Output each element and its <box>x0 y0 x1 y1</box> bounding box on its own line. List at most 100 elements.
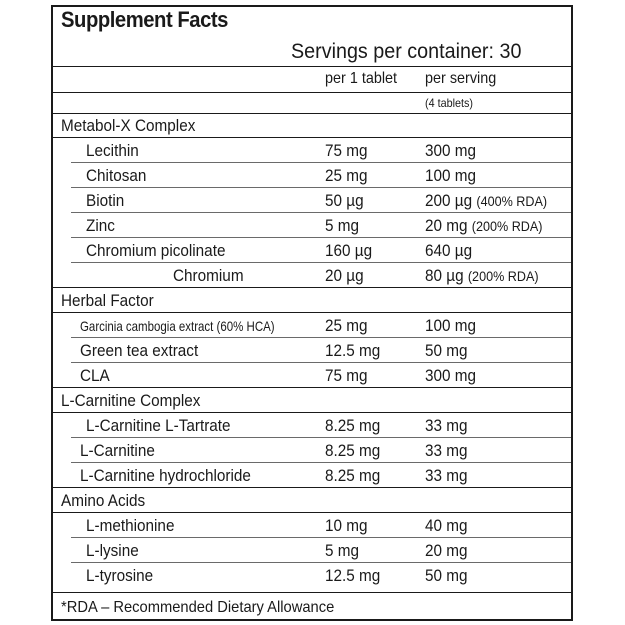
group-name: Metabol-X Complex <box>61 116 196 135</box>
amount-per-serving-cell: 40 mg <box>425 516 468 536</box>
row-divider <box>71 562 571 563</box>
divider <box>53 66 571 67</box>
nutrient-row: Biotin 50 µg 200 µg (400% RDA) <box>53 189 571 213</box>
amount-per-tablet: 75 mg <box>325 366 368 385</box>
nutrient-name: Garcinia cambogia extract (60% HCA) <box>80 318 275 334</box>
amount-per-serving-cell: 33 mg <box>425 441 468 461</box>
amount-per-serving: 33 mg <box>425 466 468 485</box>
nutrient-name: L-tyrosine <box>86 566 154 585</box>
nutrient-name: Green tea extract <box>80 341 199 360</box>
nutrient-row: Chromium picolinate 160 µg 640 µg <box>53 239 571 263</box>
rda-percent: (200% RDA) <box>471 218 543 234</box>
nutrient-row: L-lysine 5 mg 20 mg <box>53 539 571 563</box>
row-divider <box>53 312 571 313</box>
divider <box>53 92 571 93</box>
amount-per-tablet: 12.5 mg <box>325 341 381 360</box>
row-divider <box>71 362 571 363</box>
amount-per-serving-cell: 300 mg <box>425 366 476 386</box>
nutrient-row: Green tea extract 12.5 mg 50 mg <box>53 339 571 363</box>
amount-per-serving: 50 mg <box>425 341 468 360</box>
nutrient-row: L-methionine 10 mg 40 mg <box>53 514 571 538</box>
column-header-per-tablet: per 1 tablet <box>325 70 398 87</box>
rda-percent: (400% RDA) <box>476 193 548 209</box>
nutrient-name: L-methionine <box>86 516 175 535</box>
group-header-row: L-Carnitine Complex <box>53 389 571 413</box>
amount-per-tablet: 25 mg <box>325 316 368 335</box>
row-divider <box>53 487 571 488</box>
nutrient-row: Lecithin 75 mg 300 mg <box>53 139 571 163</box>
amount-per-tablet: 5 mg <box>325 216 360 235</box>
amount-per-tablet: 75 mg <box>325 141 368 160</box>
amount-per-serving-cell: 33 mg <box>425 416 468 436</box>
amount-per-tablet: 8.25 mg <box>325 441 381 460</box>
nutrient-name: Chitosan <box>86 166 147 185</box>
amount-per-serving: 100 mg <box>425 166 477 185</box>
amount-per-tablet: 8.25 mg <box>325 466 381 485</box>
row-divider <box>71 187 571 188</box>
row-divider <box>71 437 571 438</box>
amount-per-serving: 80 µg <box>425 266 464 285</box>
serving-size-note: (4 tablets) <box>425 96 474 110</box>
row-divider <box>53 287 571 288</box>
nutrient-name: CLA <box>80 366 110 385</box>
amount-per-tablet: 25 mg <box>325 166 368 185</box>
row-divider <box>53 137 571 138</box>
nutrient-name: L-lysine <box>86 541 139 560</box>
group-name: Amino Acids <box>61 491 146 510</box>
nutrient-name: L-Carnitine <box>80 441 155 460</box>
nutrient-row: Zinc 5 mg 20 mg (200% RDA) <box>53 214 571 238</box>
row-divider <box>71 237 571 238</box>
amount-per-serving: 40 mg <box>425 516 468 535</box>
nutrient-name: L-Carnitine hydrochloride <box>80 466 251 485</box>
divider <box>53 113 571 114</box>
amount-per-tablet: 50 µg <box>325 191 364 210</box>
row-divider <box>71 212 571 213</box>
row-divider <box>53 387 571 388</box>
group-name: L-Carnitine Complex <box>61 391 201 410</box>
amount-per-serving-cell: 20 mg <box>425 541 468 561</box>
amount-per-serving-cell: 50 mg <box>425 341 468 361</box>
amount-per-serving: 50 mg <box>425 566 468 585</box>
amount-per-serving: 100 mg <box>425 316 477 335</box>
amount-per-serving: 300 mg <box>425 366 477 385</box>
amount-per-tablet: 20 µg <box>325 266 364 285</box>
rda-percent: (200% RDA) <box>467 268 539 284</box>
nutrient-name: Zinc <box>86 216 115 235</box>
amount-per-serving: 300 mg <box>425 141 477 160</box>
amount-per-tablet: 10 mg <box>325 516 368 535</box>
group-header-row: Herbal Factor <box>53 289 571 313</box>
divider <box>53 592 571 593</box>
amount-per-serving-cell: 50 mg <box>425 566 468 586</box>
row-divider <box>71 337 571 338</box>
nutrient-name: Chromium <box>173 266 244 285</box>
amount-per-serving-cell: 100 mg <box>425 316 476 336</box>
amount-per-serving: 640 µg <box>425 241 473 260</box>
nutrient-row: L-Carnitine L-Tartrate 8.25 mg 33 mg <box>53 414 571 438</box>
amount-per-serving-cell: 640 µg <box>425 241 472 261</box>
amount-per-tablet: 5 mg <box>325 541 360 560</box>
nutrient-name: Chromium picolinate <box>86 241 226 260</box>
nutrient-row: Garcinia cambogia extract (60% HCA) 25 mg… <box>53 314 571 338</box>
nutrient-name: L-Carnitine L-Tartrate <box>86 416 231 435</box>
amount-per-tablet: 8.25 mg <box>325 416 381 435</box>
row-divider <box>71 162 571 163</box>
amount-per-serving-cell: 200 µg (400% RDA) <box>425 191 547 211</box>
amount-per-serving: 33 mg <box>425 441 468 460</box>
amount-per-serving-cell: 20 mg (200% RDA) <box>425 216 543 236</box>
nutrient-row: L-Carnitine 8.25 mg 33 mg <box>53 439 571 463</box>
group-header-row: Metabol-X Complex <box>53 114 571 138</box>
row-divider <box>71 537 571 538</box>
supplement-facts-panel: Supplement Facts Servings per container:… <box>51 5 573 621</box>
nutrient-row: Chitosan 25 mg 100 mg <box>53 164 571 188</box>
amount-per-serving: 20 mg <box>425 216 468 235</box>
group-name: Herbal Factor <box>61 291 154 310</box>
row-divider <box>71 262 571 263</box>
rda-footnote: *RDA – Recommended Dietary Allowance <box>61 599 335 616</box>
group-header-row: Amino Acids <box>53 489 571 513</box>
panel-title: Supplement Facts <box>61 7 228 32</box>
amount-per-tablet: 12.5 mg <box>325 566 381 585</box>
amount-per-serving-cell: 100 mg <box>425 166 476 186</box>
amount-per-serving: 200 µg <box>425 191 473 210</box>
nutrient-row: L-tyrosine 12.5 mg 50 mg <box>53 564 571 588</box>
amount-per-serving: 20 mg <box>425 541 468 560</box>
